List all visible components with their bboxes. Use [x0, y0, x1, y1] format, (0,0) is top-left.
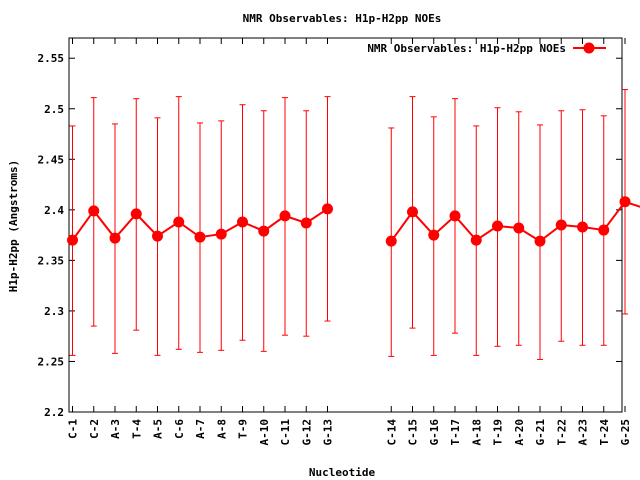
data-point — [534, 235, 546, 247]
y-axis: 2.2 2.25 2.3 2.35 2.4 2.45 2.5 2.55 — [38, 52, 622, 419]
data-point — [130, 208, 142, 220]
legend-label: NMR Observables: H1p-H2pp NOEs — [367, 42, 566, 55]
y-tick-label: 2.55 — [38, 52, 65, 65]
data-point — [513, 222, 525, 234]
x-tick-label: A-7 — [194, 419, 207, 439]
y-tick-label: 2.45 — [38, 153, 65, 166]
y-tick-label: 2.25 — [38, 355, 65, 368]
x-tick-label: C-2 — [88, 419, 101, 439]
x-tick-label: T-24 — [598, 419, 611, 446]
x-tick-label: A-20 — [513, 419, 526, 446]
data-point — [258, 225, 270, 237]
y-axis-label: H1p-H2pp (Angstroms) — [7, 160, 20, 292]
y-tick-label: 2.5 — [44, 103, 64, 116]
y-tick-label: 2.3 — [44, 305, 64, 318]
data-point — [88, 205, 100, 217]
data-point — [67, 234, 78, 246]
series-layer — [67, 89, 640, 360]
x-tick-label: T-4 — [130, 419, 143, 439]
y-tick-label: 2.35 — [38, 254, 65, 267]
x-tick-label: G-25 — [619, 419, 632, 446]
data-point — [300, 217, 312, 229]
data-point — [279, 210, 291, 222]
legend-marker — [583, 42, 595, 54]
data-point — [173, 216, 185, 228]
data-point — [407, 206, 418, 218]
plot-frame — [68, 37, 623, 413]
x-tick-label: A-10 — [258, 419, 271, 446]
x-tick-label: C-14 — [385, 419, 398, 446]
x-tick-label: C-15 — [407, 419, 420, 446]
data-point — [470, 234, 482, 246]
data-point — [385, 235, 397, 247]
x-tick-label: C-11 — [279, 419, 292, 446]
x-tick-label: G-21 — [534, 419, 547, 446]
x-tick-label: G-13 — [322, 419, 335, 446]
x-tick-label: G-12 — [300, 419, 313, 446]
data-point — [109, 232, 121, 244]
chart-title: NMR Observables: H1p-H2pp NOEs — [243, 12, 442, 25]
legend: NMR Observables: H1p-H2pp NOEs — [367, 42, 606, 55]
data-point — [322, 203, 333, 215]
data-point — [555, 219, 567, 231]
data-point — [449, 210, 461, 222]
x-tick-label: A-23 — [577, 419, 590, 446]
x-tick-label: C-6 — [173, 419, 186, 439]
x-tick-label: G-16 — [428, 419, 441, 446]
x-tick-label: A-5 — [152, 419, 165, 439]
x-tick-label: A-3 — [109, 419, 122, 439]
data-point — [428, 229, 440, 241]
x-tick-label: T-22 — [555, 419, 568, 446]
data-point — [152, 230, 163, 242]
x-tick-label: A-8 — [215, 419, 228, 439]
data-point — [194, 231, 206, 243]
x-tick-label: T-19 — [492, 419, 505, 446]
y-tick-label: 2.4 — [44, 204, 64, 217]
data-point — [492, 220, 503, 232]
data-point — [237, 216, 248, 228]
data-point — [619, 196, 631, 208]
data-point — [598, 224, 610, 236]
data-point — [215, 228, 227, 240]
x-axis-label: Nucleotide — [309, 466, 376, 479]
x-tick-label: A-18 — [470, 419, 483, 446]
x-tick-label: T-17 — [449, 419, 462, 446]
x-tick-label: C-1 — [67, 419, 80, 439]
x-axis: C-1 C-2 A-3 T-4 A-5 C-6 A-7 A-8 T-9 A-10 C-11 G-12 G… — [67, 38, 632, 446]
data-point — [577, 221, 588, 233]
x-tick-label: T-9 — [237, 419, 250, 439]
y-tick-label: 2.2 — [44, 406, 64, 419]
